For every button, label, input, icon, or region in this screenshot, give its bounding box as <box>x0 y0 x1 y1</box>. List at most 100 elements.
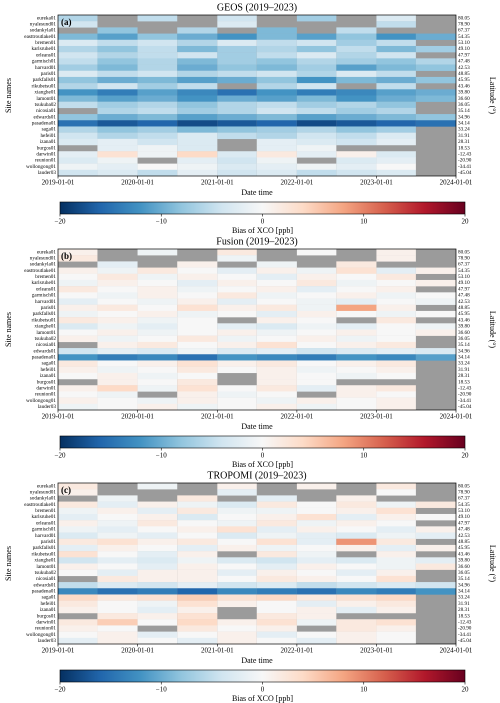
latitude-label: 34.96 <box>458 348 470 354</box>
heat-cell <box>97 582 138 589</box>
heat-cell <box>296 397 337 405</box>
site-label: edwards01 <box>34 582 57 588</box>
heat-cell <box>256 292 297 299</box>
heat-cell <box>97 544 138 552</box>
heat-cell <box>177 126 218 133</box>
colorbar <box>59 435 466 449</box>
heat-cell <box>336 625 377 632</box>
heat-cell <box>137 138 178 146</box>
heat-cell <box>256 261 297 268</box>
heat-cell <box>256 335 297 343</box>
colorbar-tick-label: −10 <box>156 452 167 460</box>
heat-cell <box>376 249 416 256</box>
heat-cell <box>296 526 337 533</box>
heat-cell <box>376 33 416 40</box>
heat-cell <box>296 631 337 639</box>
heat-cell <box>217 557 257 564</box>
heat-cell <box>97 341 138 349</box>
latitude-label: -45.04 <box>458 404 472 410</box>
heat-cell <box>137 169 178 177</box>
heat-cell <box>376 544 416 552</box>
heat-cell <box>97 89 138 96</box>
heat-cell <box>177 520 218 527</box>
x-tick-label: 2022-01-01 <box>281 413 314 421</box>
heat-cell <box>336 107 377 115</box>
heat-cell <box>296 286 337 293</box>
site-label: lamont01 <box>36 96 56 102</box>
x-tick-label: 2023-01-01 <box>360 179 393 187</box>
site-label: lauder03 <box>38 404 57 410</box>
colorbar-tick-label: 0 <box>261 686 265 694</box>
heat-cell <box>336 391 377 398</box>
heat-cell <box>97 169 138 177</box>
heat-cell <box>256 619 297 626</box>
heat-cell <box>256 33 297 40</box>
heat-cell <box>97 45 138 53</box>
heat-cell <box>217 594 257 601</box>
heat-cell <box>97 151 138 158</box>
heat-cell <box>376 101 416 109</box>
site-label: izana01 <box>40 373 57 379</box>
heat-cell <box>376 594 416 601</box>
heat-cell <box>376 569 416 577</box>
colorbar-title: Bias of XCO [ppb] <box>232 460 293 469</box>
heat-cell <box>217 489 257 496</box>
heat-cell <box>376 151 416 158</box>
heat-cell <box>137 15 178 22</box>
site-label: eureka01 <box>37 15 56 21</box>
heat-cell <box>376 557 416 564</box>
heat-cell <box>137 310 178 318</box>
heat-cell <box>137 70 178 78</box>
site-label: edwards01 <box>34 114 57 120</box>
x-tick-label: 2022-01-01 <box>281 647 314 655</box>
site-label: tsukuba02 <box>35 102 57 108</box>
heat-cell <box>137 58 178 65</box>
heat-cell <box>217 279 257 287</box>
heat-cell <box>177 360 218 367</box>
panel: GEOS (2019–2023) eureka01 80.05 nyalesund01… <box>4 2 497 235</box>
heat-cell <box>177 323 218 330</box>
heat-cell <box>217 21 257 28</box>
heat-cell <box>58 151 98 158</box>
heat-cell <box>58 83 98 90</box>
heat-cell <box>376 360 416 367</box>
heat-cell <box>177 120 218 127</box>
heat-cell <box>217 292 257 299</box>
heat-cell <box>58 64 98 71</box>
heat-cell <box>97 64 138 71</box>
heat-cell <box>97 619 138 626</box>
heat-cell <box>336 335 377 343</box>
latitude-label: 18.53 <box>458 145 470 151</box>
heat-cell <box>296 151 337 158</box>
heat-cell <box>376 391 416 398</box>
heat-cell <box>415 582 456 589</box>
y-axis-title: Site names <box>4 546 13 581</box>
heat-cell <box>177 169 218 177</box>
site-label: darwin01 <box>36 620 56 626</box>
heat-cell <box>97 52 138 59</box>
latitude-label: 35.14 <box>458 576 470 582</box>
site-label: saga01 <box>42 361 57 367</box>
heat-cell <box>58 532 98 539</box>
heat-cell <box>97 310 138 318</box>
heat-cell <box>376 619 416 626</box>
latitude-label: 80.05 <box>458 249 470 255</box>
x-tick-label: 2024-01-01 <box>440 179 473 187</box>
heat-cell <box>296 403 337 411</box>
heat-cell <box>137 563 178 570</box>
latitude-label: 80.05 <box>458 483 470 489</box>
heat-cell <box>217 273 257 281</box>
latitude-label: 36.05 <box>458 102 470 108</box>
heat-cell <box>58 391 98 398</box>
heat-cell <box>177 329 218 336</box>
heat-cell <box>58 279 98 287</box>
latitude-label: -20.90 <box>458 158 472 164</box>
heat-cell <box>256 126 297 133</box>
latitude-label: 48.85 <box>458 539 470 545</box>
heat-cell <box>336 39 377 47</box>
heat-cell <box>58 58 98 65</box>
heat-cell <box>376 582 416 589</box>
heat-cell <box>415 532 456 539</box>
heat-cell <box>256 575 297 583</box>
heat-cell <box>58 600 98 608</box>
